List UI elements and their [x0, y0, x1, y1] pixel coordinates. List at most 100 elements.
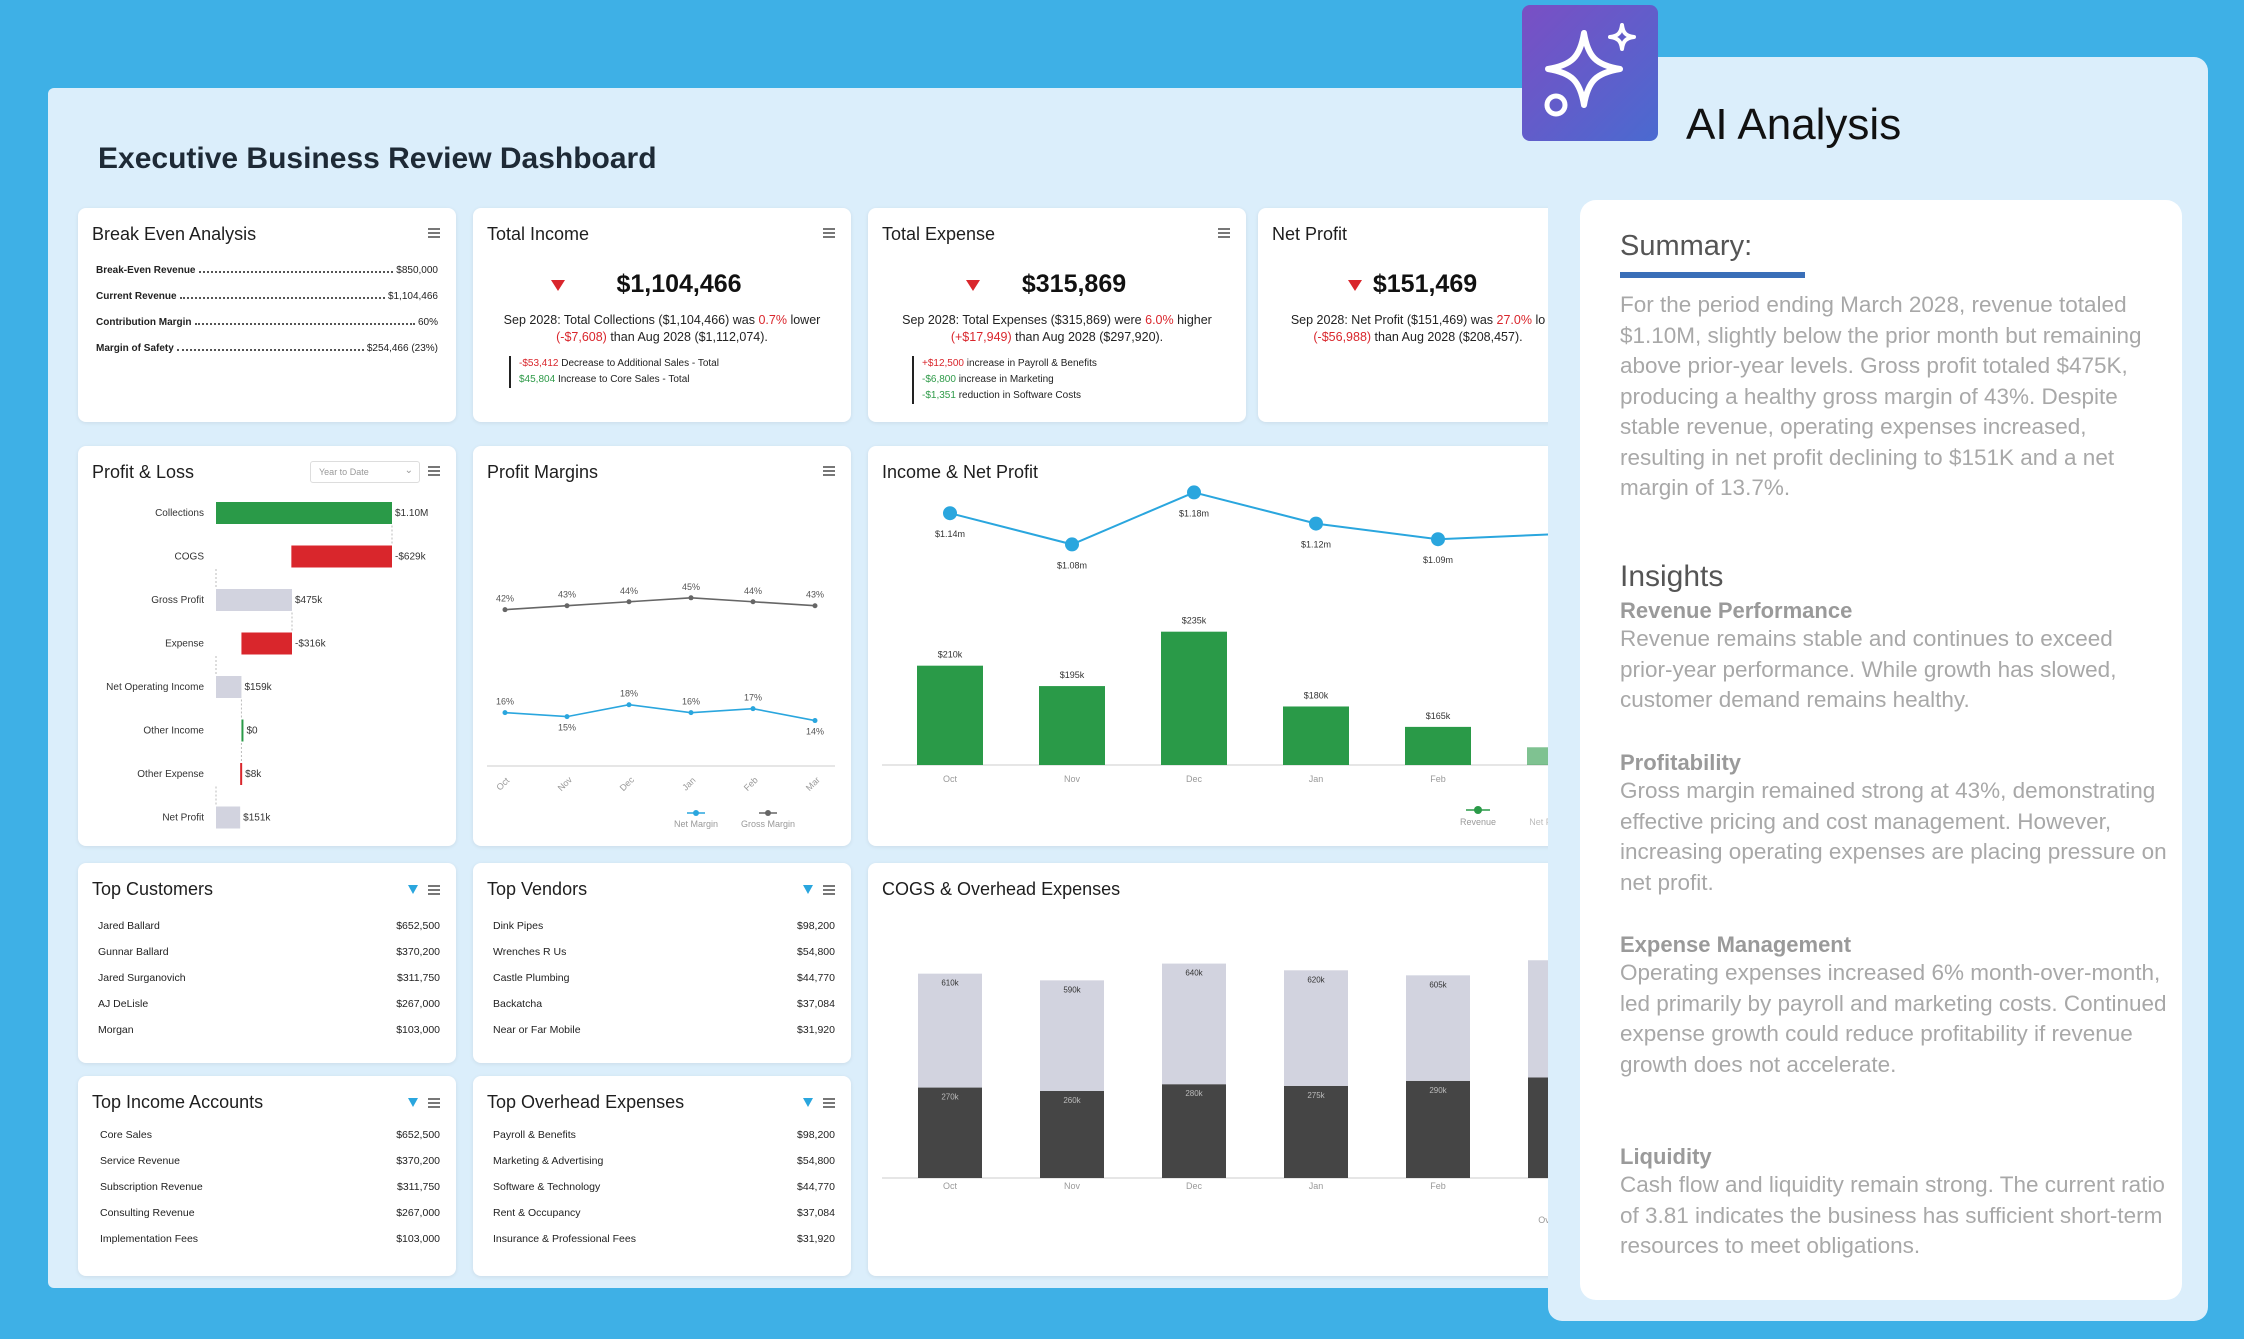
insight-text: Operating expenses increased 6% month-ov…: [1620, 960, 2167, 1077]
category-label: Expense: [165, 639, 204, 650]
cogs-bar: [1284, 1085, 1348, 1178]
cogs-bar: [918, 1087, 982, 1178]
list-item: Subscription Revenue $311,750: [100, 1181, 440, 1193]
data-label: -$316k: [295, 639, 327, 650]
breakdown-item: -$53,412 Decrease to Additional Sales - …: [519, 358, 719, 369]
filter-icon[interactable]: [408, 885, 418, 894]
sparkle-icon: [1544, 23, 1636, 117]
menu-icon[interactable]: [823, 885, 835, 895]
data-label: $180k: [1304, 690, 1329, 700]
kpi-breakdown-list: -$53,412 Decrease to Additional Sales - …: [509, 356, 719, 388]
card-title: Top Overhead Expenses: [487, 1092, 685, 1112]
tick-label: Dec: [1186, 1181, 1203, 1191]
down-arrow-icon: [1348, 280, 1362, 291]
cogs-bar: [1162, 1084, 1226, 1178]
filter-icon[interactable]: [408, 1098, 418, 1107]
legend-label: Net Margin: [674, 819, 718, 829]
waterfall-bar: [216, 676, 242, 698]
data-label: 44%: [744, 586, 762, 596]
cogs-bar: [1406, 1080, 1470, 1178]
category-label: Net Operating Income: [106, 682, 204, 693]
data-point: [1065, 537, 1079, 552]
card-title: Break Even Analysis: [92, 224, 257, 244]
data-point: [1187, 485, 1201, 500]
row-label: Break-Even Revenue: [96, 265, 196, 276]
menu-icon[interactable]: [823, 228, 835, 238]
menu-icon[interactable]: [823, 466, 835, 476]
menu-icon[interactable]: [428, 228, 440, 238]
row-label: Current Revenue: [96, 291, 177, 302]
data-label: 16%: [496, 697, 514, 707]
menu-icon[interactable]: [428, 466, 440, 476]
profit-margins-chart: Oct Nov Dec Jan Feb Mar 16% 15% 18% 16% 17% 14% 42% 4…: [487, 582, 835, 829]
top-overhead-card: Top Overhead Expenses Payroll & Benefits…: [473, 1076, 851, 1276]
list-item: Software & Technology $44,770: [493, 1181, 835, 1193]
data-label: 43%: [806, 590, 824, 600]
list-item: Payroll & Benefits $98,200: [493, 1129, 835, 1141]
card-title: Net Profit: [1272, 224, 1348, 244]
tick-label: Feb: [742, 775, 760, 793]
revenue-bar: [1405, 726, 1471, 765]
overhead-bar: [1162, 963, 1226, 1085]
list-item: AJ DeLisle $267,000: [98, 998, 440, 1010]
menu-icon[interactable]: [1218, 228, 1230, 238]
tick-label: Nov: [1064, 1181, 1081, 1191]
data-point: [1431, 532, 1445, 547]
profit-loss-card: Profit & Loss Year to Date ⌄ Collections $…: [78, 446, 456, 846]
breakdown-item: -$1,351 reduction in Software Costs: [922, 390, 1081, 401]
income-net-profit-chart: $210k Oct $195k Nov $235k Dec $180k Jan $165k Feb…: [882, 485, 1593, 827]
insight-heading: Revenue Performance: [1620, 598, 1853, 623]
break-even-row: Break-Even Revenue $850,000: [96, 265, 438, 276]
data-point: [564, 714, 570, 720]
dropdown-value: Year to Date: [319, 467, 369, 477]
filter-icon[interactable]: [803, 885, 813, 894]
row-value: $1,104,466: [387, 291, 438, 302]
profit-margins-card: Profit Margins Oct Nov Dec Jan Feb Mar 16% 15% 1…: [473, 446, 851, 846]
overhead-bar: [1406, 975, 1470, 1081]
filter-icon[interactable]: [803, 1098, 813, 1107]
data-label: 620k: [1307, 975, 1325, 984]
data-label: 280k: [1185, 1089, 1203, 1098]
tick-label: Mar: [804, 775, 822, 793]
tick-label: Oct: [943, 774, 958, 784]
ai-sparkle-button[interactable]: [1522, 5, 1658, 141]
down-arrow-icon: [551, 280, 565, 291]
data-label: 18%: [620, 689, 638, 699]
kpi-value: $315,869: [1021, 270, 1127, 298]
top-vendors-card: Top Vendors Dink Pipes $98,200 Wrenches R…: [473, 863, 851, 1063]
legend-label: Revenue: [1460, 817, 1496, 827]
series-line-gross-margin: [504, 596, 816, 611]
menu-icon[interactable]: [823, 1098, 835, 1108]
data-label: 275k: [1307, 1091, 1325, 1100]
row-label: Margin of Safety: [96, 343, 174, 354]
kpi-value: $1,104,466: [616, 270, 742, 298]
menu-icon[interactable]: [428, 885, 440, 895]
tick-label: Nov: [556, 774, 575, 793]
chevron-down-icon: ⌄: [404, 465, 413, 476]
cogs-overhead-chart: 270k 610k Oct 260k 590k Nov 280k 640k Dec 275k 620…: [882, 960, 1592, 1225]
data-label: $8k: [245, 769, 262, 780]
data-label: 15%: [558, 723, 576, 733]
tick-label: Oct: [943, 1181, 958, 1191]
list-item: Jared Surganovich $311,750: [98, 972, 440, 984]
waterfall-bar: [241, 719, 244, 742]
tick-label: Jan: [680, 775, 697, 792]
data-label: $1.14m: [935, 529, 965, 539]
down-arrow-icon: [966, 280, 980, 291]
total-income-card: Total Income $1,104,466 Sep 2028: Total …: [473, 208, 851, 422]
insight-text: Cash flow and liquidity remain strong. T…: [1620, 1172, 2165, 1258]
data-label: 45%: [682, 582, 700, 592]
dashboard-panel: Executive Business Review Dashboard Brea…: [48, 88, 1688, 1288]
break-even-card: Break Even Analysis Break-Even Revenue $8…: [78, 208, 456, 422]
period-dropdown[interactable]: Year to Date ⌄: [310, 461, 420, 483]
revenue-bar: [917, 665, 983, 765]
menu-icon[interactable]: [428, 1098, 440, 1108]
row-value: 60%: [417, 317, 438, 328]
data-point: [943, 506, 957, 521]
tick-label: Oct: [494, 775, 511, 792]
profit-loss-chart: Collections $1.10M COGS -$629k Gross Profit $…: [106, 502, 428, 829]
revenue-bar: [1283, 706, 1349, 765]
insight-heading: Profitability: [1620, 750, 1742, 775]
dashboard-title: Executive Business Review Dashboard: [98, 142, 657, 175]
insight-text: Gross margin remained strong at 43%, dem…: [1620, 778, 2167, 895]
